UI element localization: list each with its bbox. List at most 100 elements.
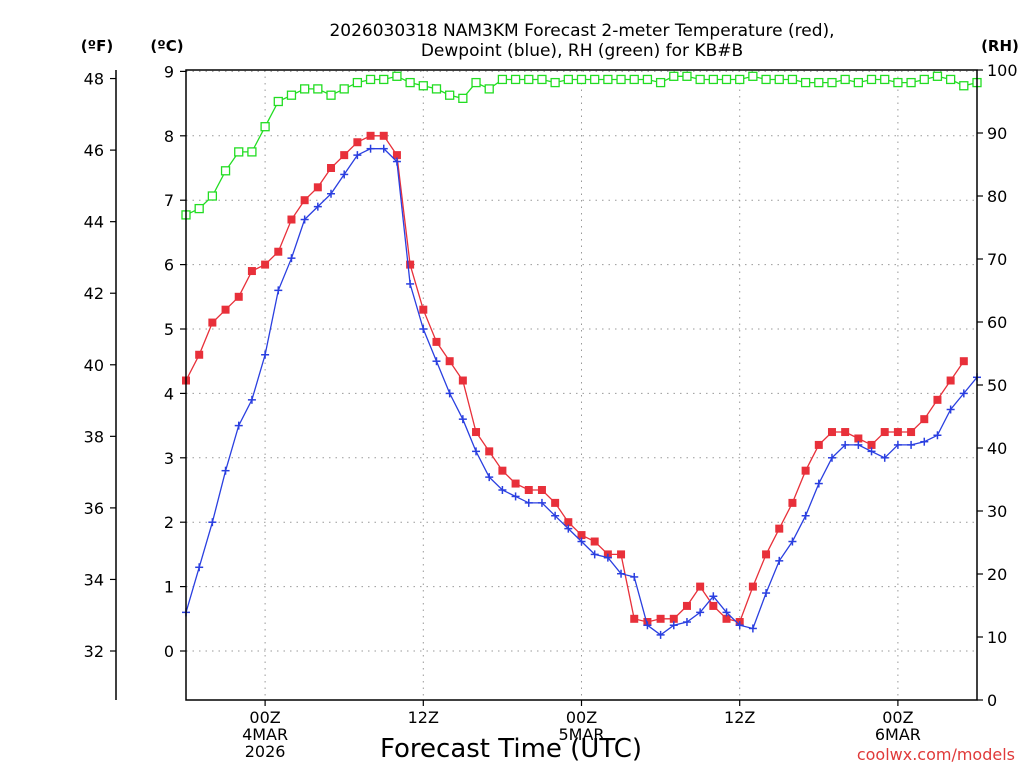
marker-dewpoint bbox=[208, 518, 217, 527]
marker-rh bbox=[497, 74, 508, 85]
series-line-temp bbox=[185, 135, 965, 623]
marker-rh bbox=[959, 81, 969, 91]
marker-dewpoint bbox=[854, 440, 863, 449]
marker-temp bbox=[472, 428, 481, 437]
marker-temp bbox=[379, 131, 388, 140]
marker-temp bbox=[261, 260, 270, 269]
x-tick-label: 4MAR bbox=[242, 725, 288, 744]
marker-rh bbox=[339, 84, 349, 94]
marker-temp bbox=[748, 582, 757, 591]
marker-rh bbox=[853, 77, 863, 88]
marker-dewpoint bbox=[195, 563, 204, 572]
marker-temp bbox=[867, 440, 876, 449]
marker-dewpoint bbox=[551, 511, 560, 520]
marker-dewpoint bbox=[247, 395, 256, 404]
marker-dewpoint bbox=[656, 630, 665, 639]
marker-rh bbox=[880, 74, 890, 85]
plot-frame bbox=[185, 69, 978, 701]
marker-rh bbox=[642, 74, 653, 85]
y-tick-label-rh: 50 bbox=[987, 376, 1007, 395]
marker-rh bbox=[945, 74, 956, 85]
marker-rh bbox=[787, 74, 798, 85]
marker-temp bbox=[893, 428, 902, 437]
y-tick-label-c: 7 bbox=[164, 191, 174, 210]
marker-dewpoint bbox=[261, 350, 270, 359]
chart-title-line-1: 2026030318 NAM3KM Forecast 2-meter Tempe… bbox=[329, 21, 834, 41]
marker-rh bbox=[313, 84, 323, 94]
marker-temp bbox=[327, 164, 336, 172]
marker-rh bbox=[735, 74, 745, 85]
marker-dewpoint bbox=[498, 486, 507, 494]
marker-temp bbox=[340, 151, 349, 160]
marker-temp bbox=[669, 614, 678, 623]
marker-dewpoint bbox=[221, 466, 230, 475]
marker-dewpoint bbox=[511, 492, 520, 501]
marker-rh bbox=[932, 71, 943, 81]
marker-dewpoint bbox=[643, 621, 652, 630]
marker-dewpoint bbox=[445, 389, 454, 398]
unit-label-rh: (RH) bbox=[981, 37, 1019, 55]
marker-rh bbox=[603, 74, 613, 85]
marker-dewpoint bbox=[379, 144, 388, 153]
marker-rh bbox=[220, 166, 231, 176]
y-tick-label-rh: 90 bbox=[987, 124, 1007, 143]
marker-rh bbox=[893, 77, 903, 88]
marker-rh bbox=[629, 74, 639, 85]
y-tick-label-f: 36 bbox=[84, 499, 104, 518]
y-tick-label-f: 46 bbox=[84, 141, 104, 160]
marker-rh bbox=[405, 77, 415, 88]
y-tick-label-c: 4 bbox=[164, 384, 174, 403]
x-tick-label: 12Z bbox=[724, 708, 755, 727]
marker-dewpoint bbox=[340, 170, 349, 179]
marker-rh bbox=[326, 90, 336, 100]
marker-dewpoint bbox=[880, 453, 889, 462]
marker-dewpoint bbox=[458, 415, 467, 424]
marker-rh bbox=[352, 77, 363, 88]
marker-dewpoint bbox=[959, 389, 968, 398]
marker-dewpoint bbox=[669, 621, 678, 630]
y-tick-label-rh: 20 bbox=[987, 565, 1007, 584]
marker-rh bbox=[418, 81, 428, 91]
y-tick-label-c: 9 bbox=[164, 62, 174, 81]
y-tick-label-rh: 30 bbox=[987, 502, 1007, 521]
marker-dewpoint bbox=[788, 537, 797, 546]
marker-dewpoint bbox=[867, 447, 876, 456]
marker-dewpoint bbox=[234, 421, 243, 430]
marker-temp bbox=[788, 498, 797, 507]
marker-dewpoint bbox=[682, 618, 691, 627]
marker-dewpoint bbox=[696, 608, 705, 617]
marker-rh bbox=[484, 84, 494, 94]
marker-temp bbox=[696, 582, 705, 591]
marker-dewpoint bbox=[617, 569, 626, 578]
marker-dewpoint bbox=[920, 437, 929, 446]
marker-dewpoint bbox=[406, 279, 415, 288]
y-tick-label-f: 42 bbox=[84, 284, 104, 303]
marker-rh bbox=[510, 74, 521, 85]
y-tick-label-c: 1 bbox=[164, 578, 174, 597]
marker-temp bbox=[814, 440, 823, 449]
marker-temp bbox=[498, 466, 507, 475]
marker-temp bbox=[366, 131, 375, 140]
marker-rh bbox=[471, 77, 481, 88]
y-tick-label-c: 2 bbox=[164, 513, 174, 532]
marker-temp bbox=[221, 305, 230, 314]
marker-dewpoint bbox=[327, 189, 336, 198]
marker-rh bbox=[260, 122, 270, 132]
marker-dewpoint bbox=[392, 157, 401, 166]
credit-text: coolwx.com/models bbox=[857, 745, 1015, 764]
marker-rh bbox=[247, 147, 257, 157]
y-tick-label-rh: 10 bbox=[987, 628, 1007, 647]
marker-dewpoint bbox=[274, 286, 283, 295]
marker-temp bbox=[854, 434, 863, 443]
x-tick-label: 6MAR bbox=[875, 725, 921, 744]
marker-temp bbox=[392, 151, 401, 160]
marker-dewpoint bbox=[933, 431, 942, 440]
marker-dewpoint bbox=[485, 473, 494, 482]
y-tick-label-f: 38 bbox=[84, 427, 104, 446]
marker-temp bbox=[551, 498, 560, 507]
marker-temp bbox=[933, 395, 942, 404]
marker-temp bbox=[630, 614, 639, 623]
marker-rh bbox=[524, 74, 534, 85]
marker-dewpoint bbox=[709, 592, 718, 601]
